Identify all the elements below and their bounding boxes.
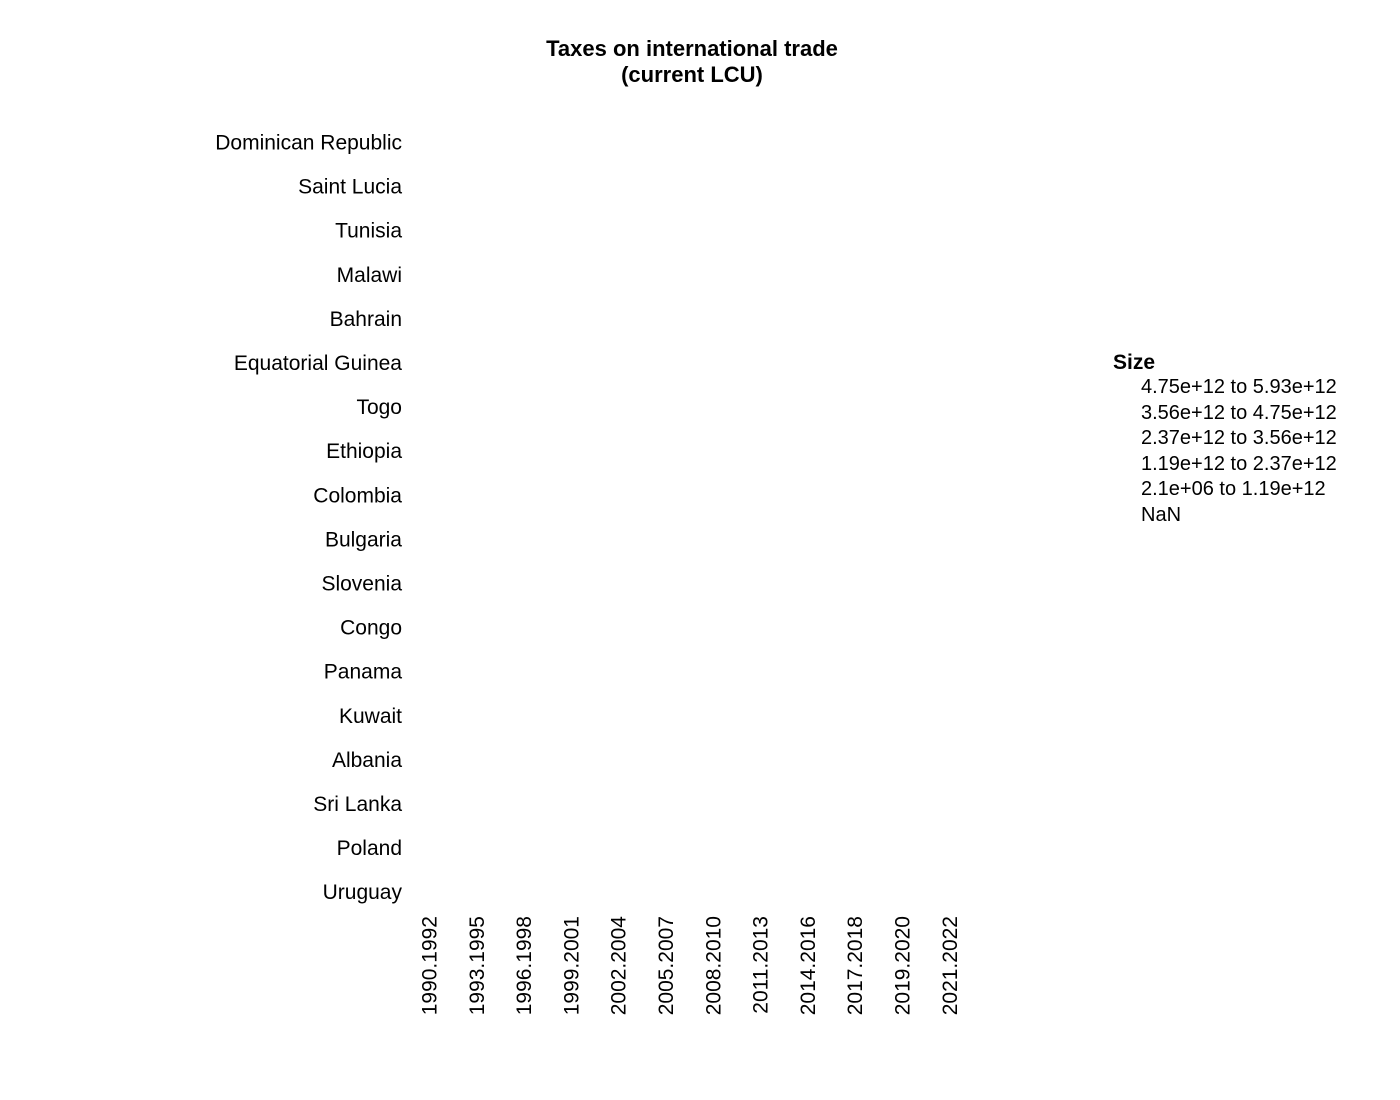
legend-items: 4.75e+12 to 5.93e+12 3.56e+12 to 4.75e+12…	[1113, 375, 1337, 529]
legend-title: Size	[1113, 351, 1156, 374]
row-label: Tunisia	[335, 220, 402, 243]
column-label: 2017.2018	[844, 916, 867, 1015]
column-label: 1999.2001	[560, 916, 583, 1015]
legend-item: 2.1e+06 to 1.19e+12	[1141, 478, 1326, 501]
column-label: 2002.2004	[608, 916, 631, 1016]
row-label: Colombia	[313, 484, 402, 507]
column-label: 2005.2007	[655, 916, 678, 1015]
row-label: Poland	[337, 837, 402, 860]
legend-item: 1.19e+12 to 2.37e+12	[1141, 452, 1337, 475]
column-label: 2014.2016	[797, 916, 820, 1015]
row-label: Kuwait	[339, 705, 402, 728]
legend-item: 2.37e+12 to 3.56e+12	[1141, 427, 1337, 450]
column-label: 2021.2022	[939, 916, 962, 1015]
row-label: Togo	[356, 396, 402, 419]
legend: Size 4.75e+12 to 5.93e+12 3.56e+12 to 4.7…	[1113, 351, 1337, 529]
row-label: Congo	[340, 617, 402, 640]
column-label: 1993.1995	[466, 916, 489, 1015]
row-label: Equatorial Guinea	[234, 352, 402, 375]
row-label: Slovenia	[321, 573, 402, 596]
column-label: 1990.1992	[419, 916, 442, 1015]
column-label: 2008.2010	[702, 916, 725, 1015]
row-label: Ethiopia	[326, 440, 402, 463]
row-label: Dominican Republic	[215, 132, 402, 155]
row-label: Saint Lucia	[298, 176, 402, 199]
legend-item: NaN	[1141, 503, 1182, 526]
row-label: Bahrain	[330, 308, 402, 331]
column-label: 2019.2020	[892, 916, 915, 1015]
chart-subtitle: (current LCU)	[621, 62, 763, 87]
row-label: Albania	[332, 749, 402, 772]
chart-title: Taxes on international trade (current LC…	[0, 36, 1384, 88]
row-label: Panama	[324, 661, 403, 684]
row-label: Malawi	[337, 264, 402, 287]
legend-item: 3.56e+12 to 4.75e+12	[1141, 401, 1337, 424]
column-label: 1996.1998	[513, 916, 536, 1015]
row-label: Uruguay	[323, 881, 403, 904]
legend-item: 4.75e+12 to 5.93e+12	[1141, 376, 1337, 398]
column-label: 2011.2013	[750, 916, 773, 1014]
row-label: Bulgaria	[325, 528, 402, 551]
chart-title-main: Taxes on international trade	[546, 36, 838, 61]
row-label: Sri Lanka	[313, 793, 402, 816]
